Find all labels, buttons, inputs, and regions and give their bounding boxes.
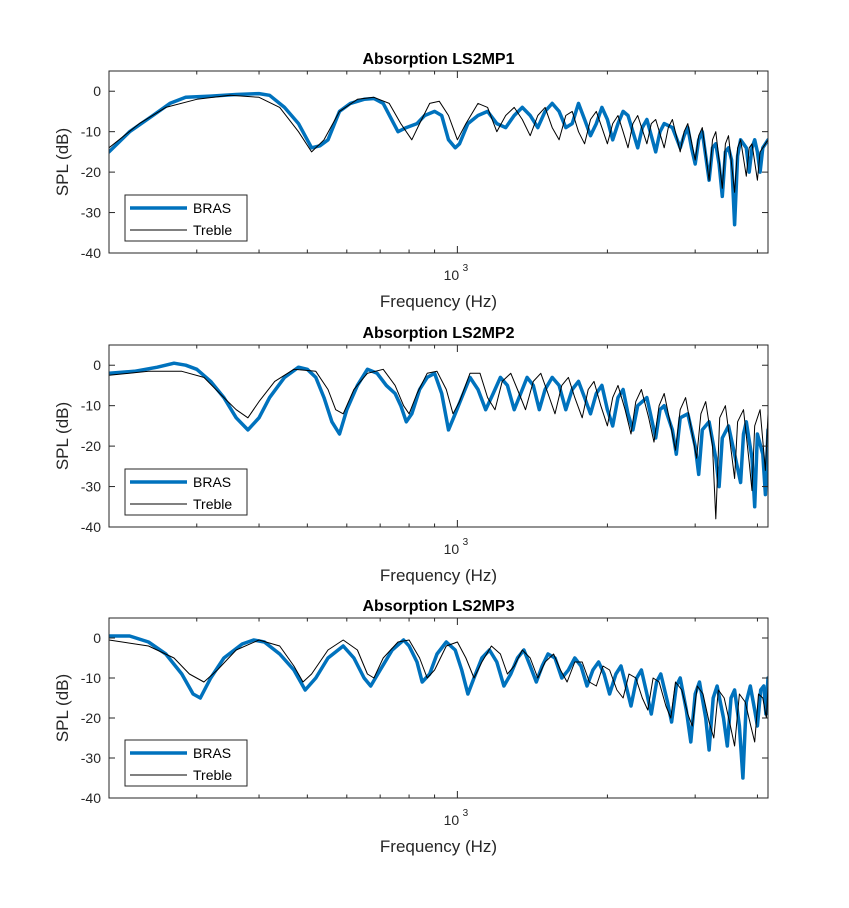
legend-label-bras: BRAS <box>193 474 231 490</box>
series-line-bras <box>109 361 768 509</box>
axes-frame <box>108 617 769 799</box>
axes-frame <box>108 70 769 254</box>
y-tick-label: -30 <box>81 750 101 766</box>
chart-panel-2: Absorption LS2MP2 0 -10 -20 -30 -40 10 3 Frequen… <box>53 325 769 585</box>
series-line-treble <box>109 368 768 520</box>
series-group <box>109 361 768 520</box>
x-tick-label-base: 10 <box>444 541 460 557</box>
y-tick-label: 0 <box>93 357 101 373</box>
legend-box <box>124 468 248 516</box>
y-tick-label: -40 <box>81 790 101 806</box>
y-tick-label: -10 <box>81 124 101 140</box>
series-line-treble <box>109 639 768 747</box>
chart-panel-1: Absorption LS2MP1 0 -10 -20 -30 -40 10 3 Frequen… <box>53 51 769 311</box>
y-tick-label: -20 <box>81 710 101 726</box>
y-tick-label: -20 <box>81 438 101 454</box>
legend: BRAS Treble <box>124 468 248 516</box>
x-axis-label: Frequency (Hz) <box>380 837 497 856</box>
x-tick-label-base: 10 <box>444 267 460 283</box>
x-tick-label-exponent: 3 <box>463 808 469 819</box>
y-tick-label: -10 <box>81 670 101 686</box>
series-group <box>109 634 768 780</box>
legend-label-treble: Treble <box>193 496 232 512</box>
y-tick-label: -40 <box>81 245 101 261</box>
legend-label-treble: Treble <box>193 767 232 783</box>
y-axis-label: SPL (dB) <box>53 128 72 196</box>
x-axis-label: Frequency (Hz) <box>380 292 497 311</box>
legend-label-treble: Treble <box>193 222 232 238</box>
x-tick-label-base: 10 <box>444 812 460 828</box>
legend-box <box>124 739 248 787</box>
x-axis-label: Frequency (Hz) <box>380 566 497 585</box>
axes-frame <box>108 344 769 528</box>
y-tick-label: -20 <box>81 164 101 180</box>
chart-title: Absorption LS2MP3 <box>362 598 514 615</box>
chart-title: Absorption LS2MP2 <box>362 325 514 342</box>
y-tick-label: 0 <box>93 83 101 99</box>
y-tick-label: 0 <box>93 630 101 646</box>
series-line-treble <box>109 94 768 193</box>
x-tick-label-exponent: 3 <box>463 263 469 274</box>
series-group <box>109 91 768 227</box>
y-axis-label: SPL (dB) <box>53 674 72 742</box>
legend-label-bras: BRAS <box>193 745 231 761</box>
y-axis-label: SPL (dB) <box>53 402 72 470</box>
y-tick-label: -10 <box>81 398 101 414</box>
y-tick-label: -30 <box>81 479 101 495</box>
legend: BRAS Treble <box>124 194 248 242</box>
chart-title: Absorption LS2MP1 <box>362 51 514 68</box>
legend-box <box>124 194 248 242</box>
legend-label-bras: BRAS <box>193 200 231 216</box>
chart-panel-3: Absorption LS2MP3 0 -10 -20 -30 -40 10 3 Frequen… <box>53 598 769 856</box>
x-tick-label-exponent: 3 <box>463 537 469 548</box>
legend: BRAS Treble <box>124 739 248 787</box>
y-tick-label: -40 <box>81 519 101 535</box>
y-tick-label: -30 <box>81 205 101 221</box>
